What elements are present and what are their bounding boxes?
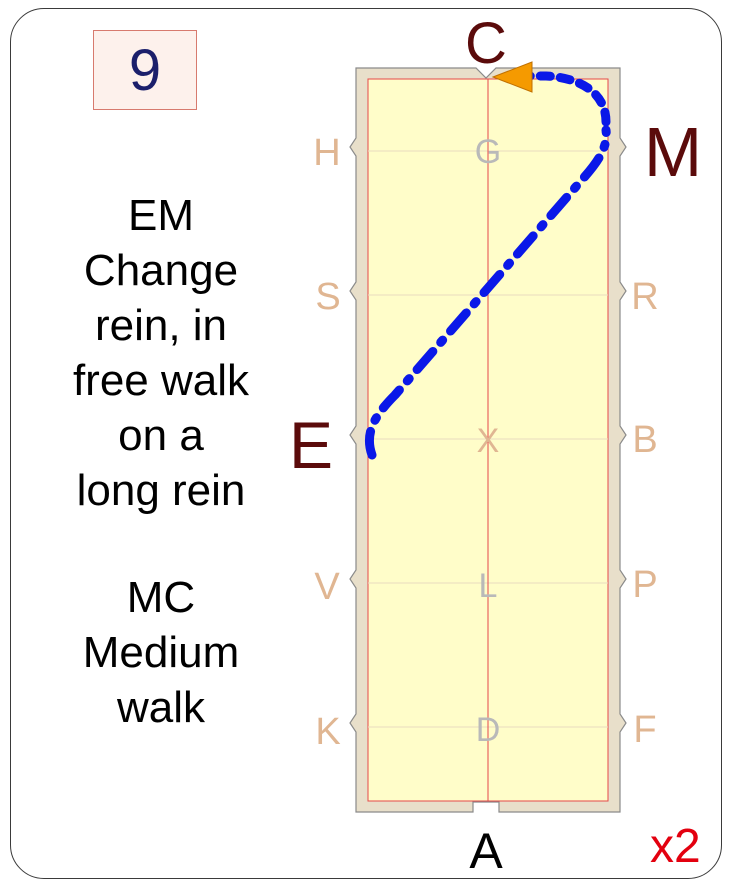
instruction-line: MC [126, 573, 196, 622]
movement-number-badge: 9 [93, 30, 197, 110]
marker-a: A [469, 823, 503, 879]
marker-m: M [644, 113, 702, 191]
free-walk-path-em [364, 125, 611, 460]
letter-x: X [477, 422, 500, 460]
marker-p: P [632, 564, 657, 606]
marker-k: K [315, 711, 340, 753]
letter-l: L [479, 567, 498, 605]
marker-r: R [631, 276, 658, 318]
instruction-line: rein, in [94, 301, 228, 350]
medium-walk-path-mc [515, 71, 611, 127]
movement-number: 9 [128, 37, 162, 103]
marker-h: H [313, 132, 340, 174]
instruction-block-1: EM Change rein, in free walk on a long r… [30, 188, 292, 518]
letter-d: D [476, 711, 501, 749]
instruction-line: long rein [76, 466, 246, 515]
direction-arrow [491, 61, 533, 93]
marker-b: B [632, 419, 657, 461]
instruction-block-2: MC Medium walk [30, 570, 292, 735]
marker-s: S [315, 276, 340, 318]
letter-g: G [475, 133, 501, 171]
repeat-count: x2 [650, 820, 701, 873]
instruction-line: Medium [82, 628, 240, 677]
marker-c: C [465, 11, 507, 76]
instruction-line: on a [118, 411, 204, 460]
marker-e: E [289, 408, 333, 482]
instruction-line: walk [116, 683, 206, 732]
marker-v: V [314, 566, 340, 608]
marker-f: F [633, 709, 656, 751]
instruction-line: EM [128, 191, 194, 240]
instruction-line: free walk [72, 356, 250, 405]
instruction-line: Change [83, 246, 239, 295]
